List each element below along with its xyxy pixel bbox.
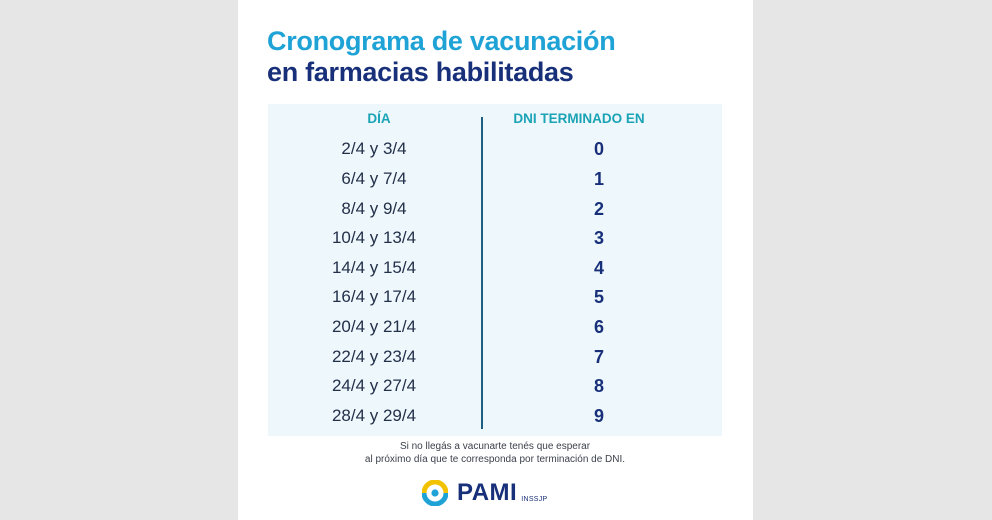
row-day: 10/4 y 13/4: [331, 228, 417, 247]
table-row: 22/4 y 23/4 7: [268, 342, 722, 372]
table-row: 24/4 y 27/4 8: [268, 371, 722, 401]
row-dni: 2: [593, 199, 604, 219]
table-row: 16/4 y 17/4 5: [268, 282, 722, 312]
row-dni: 3: [593, 228, 604, 248]
table-row: 10/4 y 13/4 3: [268, 223, 722, 253]
column-divider: [481, 117, 483, 429]
row-dni: 6: [593, 317, 604, 337]
row-dni: 4: [593, 258, 604, 278]
pami-logo: PAMI INSSJP: [421, 478, 548, 508]
table-row: 6/4 y 7/4 1: [268, 164, 722, 194]
table-row: 2/4 y 3/4 0: [268, 134, 722, 164]
table-row: 28/4 y 29/4 9: [268, 401, 722, 431]
row-dni: 9: [593, 406, 604, 426]
header-dni: DNI TERMINADO EN: [513, 111, 645, 126]
footnote-line-1: Si no llegás a vacunarte tenés que esper…: [399, 441, 591, 452]
row-day: 14/4 y 15/4: [331, 258, 417, 277]
row-day: 8/4 y 9/4: [341, 199, 407, 218]
row-dni: 8: [593, 376, 604, 396]
row-day: 6/4 y 7/4: [341, 169, 407, 188]
row-day: 22/4 y 23/4: [331, 347, 417, 366]
row-day: 20/4 y 21/4: [331, 317, 417, 336]
row-dni: 5: [593, 287, 604, 307]
table-row: 14/4 y 15/4 4: [268, 253, 722, 283]
row-day: 2/4 y 3/4: [341, 139, 407, 158]
title-line-2: en farmacias habilitadas: [267, 57, 574, 87]
row-dni: 7: [593, 347, 604, 367]
row-day: 24/4 y 27/4: [331, 376, 417, 395]
logo-subtext: INSSJP: [521, 495, 548, 503]
title-line-1: Cronograma de vacunación: [267, 26, 616, 56]
footnote: Si no llegás a vacunarte tenés que esper…: [268, 440, 722, 466]
row-dni: 1: [593, 169, 604, 189]
row-dni: 0: [593, 139, 604, 159]
footnote-line-2: al próximo día que te corresponda por te…: [364, 454, 626, 465]
row-day: 28/4 y 29/4: [331, 406, 417, 425]
table-row: 20/4 y 21/4 6: [268, 312, 722, 342]
poster-title: Cronograma de vacunación en farmacias ha…: [267, 26, 616, 88]
schedule-table: [268, 104, 722, 436]
pami-eye-icon: [421, 479, 449, 507]
header-dia: DÍA: [367, 111, 391, 126]
table-row: 8/4 y 9/4 2: [268, 194, 722, 224]
row-day: 16/4 y 17/4: [331, 287, 417, 306]
logo-text: PAMI: [457, 479, 518, 506]
